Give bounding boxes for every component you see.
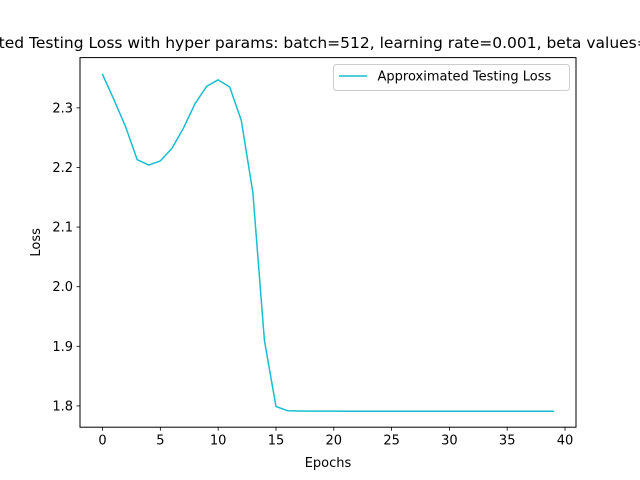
x-axis-label: Epochs [305, 456, 352, 471]
y-tick-label: 1.9 [52, 340, 73, 355]
axes-frame [79, 57, 577, 428]
y-tick-label: 2.2 [52, 161, 73, 176]
x-tick-label: 40 [557, 434, 574, 449]
chart-title: Approximated Testing Loss with hyper par… [0, 34, 640, 52]
x-tick-label: 5 [156, 434, 164, 449]
x-tick-label: 0 [98, 434, 106, 449]
x-tick-label: 25 [383, 434, 400, 449]
series-layer [101, 73, 555, 412]
x-tick-label: 10 [210, 434, 227, 449]
y-tick-label: 2.1 [52, 221, 73, 236]
legend: Approximated Testing Loss [333, 64, 570, 91]
x-tick-label: 30 [441, 434, 458, 449]
y-tick-label: 2.0 [52, 280, 73, 295]
legend-entry-label: Approximated Testing Loss [378, 70, 552, 85]
legend-box [333, 64, 570, 91]
y-tick-label: 1.8 [52, 399, 73, 414]
y-axis-label: Loss [29, 228, 44, 257]
x-tick-label: 35 [499, 434, 516, 449]
x-tick-label: 15 [268, 434, 285, 449]
x-tick-label: 20 [326, 434, 343, 449]
series-line-approximated-testing-loss [101, 73, 555, 412]
y-tick-label: 2.3 [52, 101, 73, 116]
ticks-layer: 0 5 10 15 20 25 30 35 40 1.8 1.9 2.0 2.1 2.2 2.3 [52, 101, 573, 448]
